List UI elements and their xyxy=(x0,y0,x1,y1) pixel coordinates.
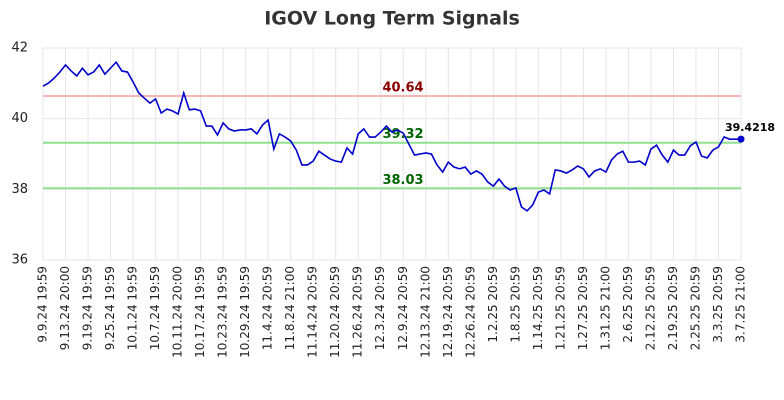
x-tick-label: 1.14.25 20:59 xyxy=(531,266,545,350)
x-tick-label: 10.7.24 19:59 xyxy=(148,266,162,350)
signal-label: 40.64 xyxy=(382,81,423,96)
x-tick-label: 1.8.25 20:59 xyxy=(508,266,522,343)
y-tick-label: 36 xyxy=(11,253,28,268)
x-tick-label: 12.26.24 20:59 xyxy=(463,266,477,358)
x-tick-label: 9.13.24 20:00 xyxy=(58,266,72,350)
y-tick-label: 42 xyxy=(11,41,28,56)
x-tick-label: 2.6.25 20:59 xyxy=(621,266,635,343)
x-tick-label: 1.27.25 20:59 xyxy=(576,266,590,350)
signal-label: 39.32 xyxy=(382,127,423,142)
x-tick-label: 3.3.25 20:59 xyxy=(711,266,725,343)
x-tick-label: 2.19.25 20:59 xyxy=(666,266,680,350)
y-tick-label: 40 xyxy=(11,111,28,126)
x-tick-label: 1.2.25 20:59 xyxy=(486,266,500,343)
x-tick-label: 11.20.24 20:59 xyxy=(328,266,342,358)
x-tick-label: 1.31.25 21:00 xyxy=(598,266,612,350)
x-tick-label: 3.7.25 21:00 xyxy=(734,266,748,343)
x-tick-label: 11.26.24 20:59 xyxy=(351,266,365,358)
x-tick-label: 2.25.25 20:59 xyxy=(688,266,702,350)
x-tick-label: 11.8.24 21:00 xyxy=(283,266,297,350)
x-tick-label: 9.25.24 19:59 xyxy=(103,266,117,350)
price-line xyxy=(42,60,742,212)
x-tick-label: 9.19.24 19:59 xyxy=(81,266,95,350)
x-tick-label: 12.9.24 20:59 xyxy=(396,266,410,350)
x-tick-label: 10.17.24 19:59 xyxy=(193,266,207,358)
x-tick-label: 11.14.24 20:59 xyxy=(306,266,320,358)
x-tick-label: 10.11.24 20:00 xyxy=(171,266,185,358)
x-tick-label: 10.23.24 19:59 xyxy=(216,266,230,358)
chart-title: IGOV Long Term Signals xyxy=(264,8,520,30)
x-tick-label: 11.4.24 20:59 xyxy=(261,266,275,350)
x-tick-label: 12.19.24 20:59 xyxy=(441,266,455,358)
x-tick-label: 1.21.25 20:59 xyxy=(553,266,567,350)
y-tick-label: 38 xyxy=(11,182,28,197)
x-tick-label: 9.9.24 19:59 xyxy=(36,266,50,343)
x-tick-label: 2.12.25 20:59 xyxy=(643,266,657,350)
x-tick-label: 10.1.24 19:59 xyxy=(126,266,140,350)
x-tick-label: 12.13.24 21:00 xyxy=(418,266,432,358)
last-value-label: 39.4218 xyxy=(725,121,775,134)
x-tick-label: 10.29.24 19:59 xyxy=(238,266,252,358)
signal-label: 38.03 xyxy=(382,173,423,188)
last-point xyxy=(737,135,745,143)
x-tick-label: 12.3.24 20:59 xyxy=(373,266,387,350)
